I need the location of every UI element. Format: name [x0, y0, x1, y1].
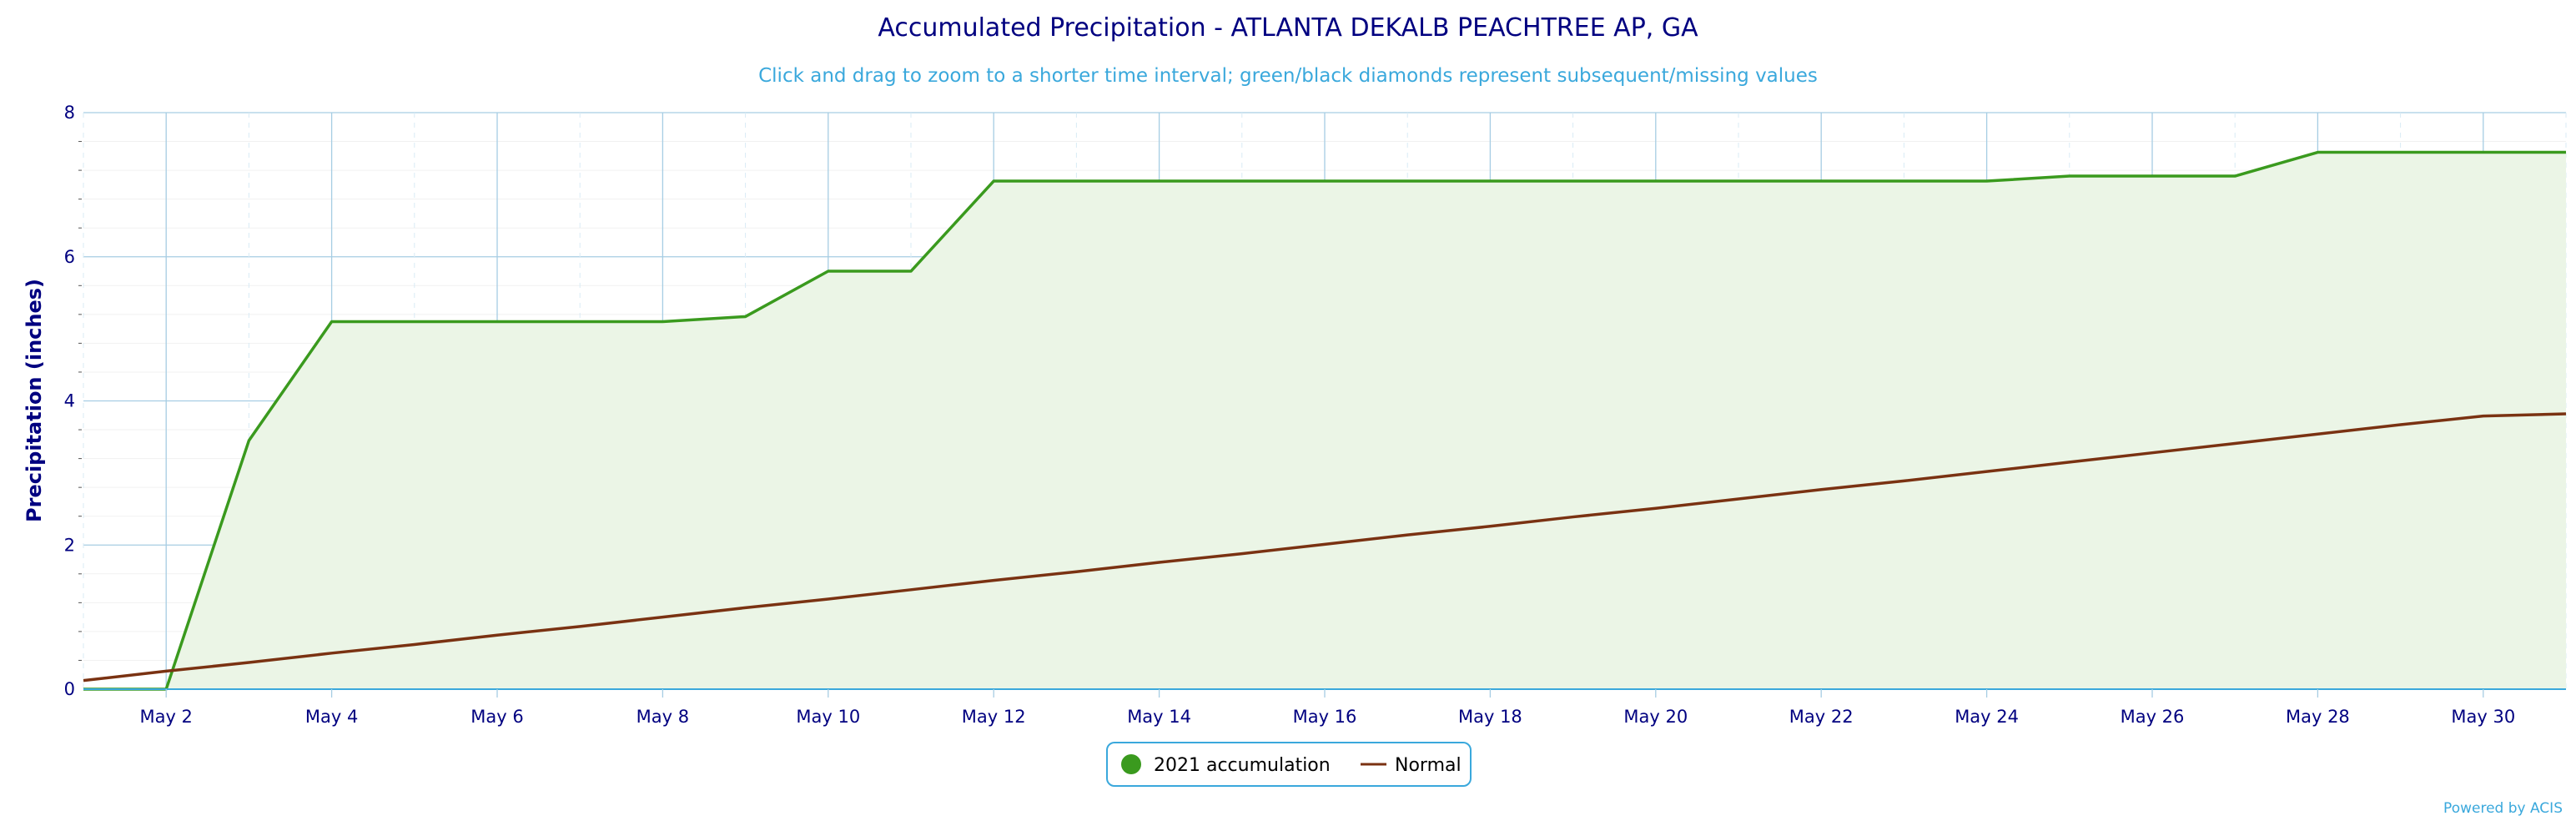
y-tick-label: 4 [64, 391, 75, 411]
x-tick-label: May 6 [470, 707, 523, 727]
x-tick-label: May 4 [305, 707, 358, 727]
x-axis-ticks: May 2 May 4 May 6 May 8 May 10 May 12 May 14 Ma… [139, 689, 2515, 727]
chart-title: Accumulated Precipitation - ATLANTA DEKA… [878, 13, 1698, 43]
y-tick-label: 6 [64, 247, 75, 267]
legend-item-accumulation[interactable]: 2021 accumulation [1121, 754, 1331, 776]
y-tick-label: 8 [64, 103, 75, 123]
y-axis-ticks: 0 2 4 6 8 [64, 103, 75, 699]
chart-subtitle: Click and drag to zoom to a shorter time… [758, 65, 1818, 87]
x-tick-label: May 8 [636, 707, 689, 727]
legend-label-normal: Normal [1395, 755, 1462, 776]
x-tick-label: May 28 [2286, 707, 2350, 727]
legend-box [1106, 742, 1472, 787]
x-tick-label: May 24 [1955, 707, 2019, 727]
x-tick-label: May 14 [1127, 707, 1191, 727]
legend-item-normal[interactable]: Normal [1361, 755, 1462, 776]
x-tick-label: May 20 [1623, 707, 1688, 727]
y-tick-label: 2 [64, 535, 75, 555]
normal-line[interactable] [83, 412, 2567, 682]
x-tick-label: May 16 [1293, 707, 1357, 727]
powered-by-acis-link[interactable]: Powered by ACIS [2443, 800, 2563, 817]
x-tick-label: May 2 [139, 707, 192, 727]
series-group [83, 150, 2567, 691]
accumulation-line[interactable] [83, 150, 2566, 691]
x-tick-label: May 22 [1789, 707, 1854, 727]
x-tick-label: May 12 [962, 707, 1026, 727]
x-tick-label: May 18 [1458, 707, 1522, 727]
accumulation-area [83, 152, 2566, 690]
x-tick-label: May 30 [2451, 707, 2515, 727]
y-tick-label: 0 [64, 679, 75, 699]
x-tick-label: May 10 [796, 707, 860, 727]
legend-label-accumulation: 2021 accumulation [1154, 755, 1331, 776]
y-axis-label: Precipitation (inches) [23, 279, 46, 522]
x-tick-label: May 26 [2121, 707, 2185, 727]
legend-marker-accumulation [1121, 754, 1141, 774]
legend: 2021 accumulation Normal [1106, 742, 1472, 787]
